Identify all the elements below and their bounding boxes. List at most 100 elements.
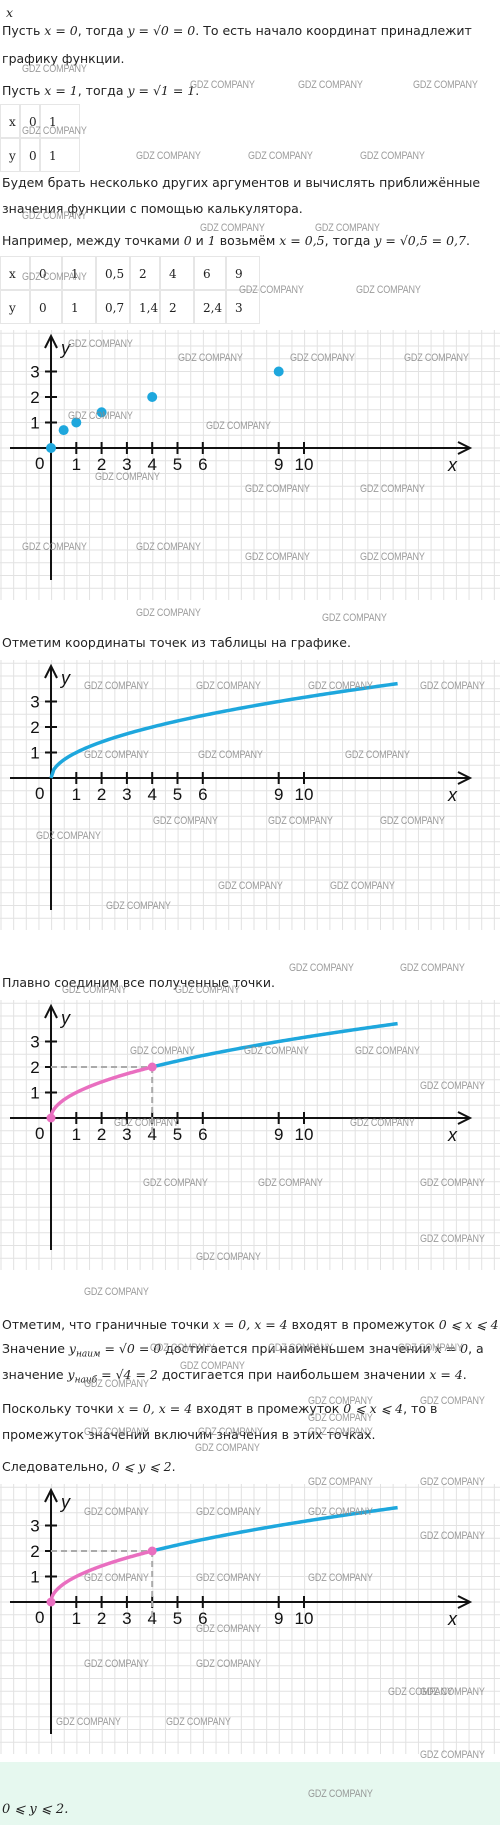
- x-tick-label: 1: [72, 785, 81, 804]
- y-tick-label: 3: [30, 693, 39, 712]
- watermark: GDZ COMPANY: [143, 1177, 208, 1189]
- highlighted-curve-segment: [49, 1065, 153, 1119]
- watermark: GDZ COMPANY: [380, 815, 445, 827]
- origin-label: 0: [35, 1124, 44, 1143]
- graph-3-interval: x y 0 1 2 3 4 5 6 9 10 1 2 3: [0, 1000, 500, 1270]
- table-cell: 0: [20, 138, 40, 172]
- watermark: GDZ COMPANY: [404, 352, 469, 364]
- watermark: GDZ COMPANY: [22, 125, 87, 137]
- watermark: GDZ COMPANY: [150, 1342, 215, 1354]
- x-tick-label: 5: [173, 1609, 182, 1628]
- watermark: GDZ COMPANY: [420, 1395, 485, 1407]
- answer-box: 0 ⩽ y ⩽ 2.: [0, 1762, 500, 1825]
- watermark: GDZ COMPANY: [420, 1080, 485, 1092]
- watermark: GDZ COMPANY: [308, 1426, 373, 1438]
- watermark: GDZ COMPANY: [198, 1426, 263, 1438]
- watermark: GDZ COMPANY: [196, 1658, 261, 1670]
- y-tick-label: 3: [30, 363, 39, 382]
- x-axis-arrow: [457, 1595, 473, 1609]
- watermark: GDZ COMPANY: [345, 749, 410, 761]
- watermark: GDZ COMPANY: [166, 1716, 231, 1728]
- watermark: GDZ COMPANY: [196, 1572, 261, 1584]
- endpoint-start: [46, 1113, 56, 1123]
- watermark: GDZ COMPANY: [308, 1476, 373, 1488]
- data-point: [273, 366, 284, 377]
- x-tick-label: 2: [97, 455, 106, 474]
- paragraph-6: Значение yнаим = √0 = 0 достигается при …: [2, 1341, 484, 1360]
- watermark: GDZ COMPANY: [420, 1749, 485, 1761]
- watermark: GDZ COMPANY: [388, 1686, 453, 1698]
- watermark: GDZ COMPANY: [178, 352, 243, 364]
- x-tick-label: 9: [274, 785, 283, 804]
- graph-2-curve: x y 0 1 2 3 4 5 6 9 10 1 2 3: [0, 660, 500, 930]
- sqrt-curve: [151, 1505, 398, 1553]
- data-point: [46, 443, 56, 453]
- sqrt-curve: [151, 1021, 398, 1069]
- table-cell: 1: [40, 138, 80, 172]
- watermark: GDZ COMPANY: [196, 1506, 261, 1518]
- data-point: [147, 392, 158, 402]
- sqrt-curve: [49, 681, 398, 779]
- answer-text: 0 ⩽ y ⩽ 2.: [2, 1802, 69, 1817]
- watermark: GDZ COMPANY: [196, 680, 261, 692]
- paragraph-1b: графику функции.: [2, 51, 125, 66]
- x-axis-label: x: [447, 1609, 458, 1629]
- watermark: GDZ COMPANY: [420, 1476, 485, 1488]
- watermark: GDZ COMPANY: [62, 984, 127, 996]
- x-axis-label: x: [447, 455, 458, 475]
- x-tick-label: 5: [173, 455, 182, 474]
- y-axis-label: y: [59, 668, 71, 688]
- watermark: GDZ COMPANY: [350, 1117, 415, 1129]
- highlighted-curve-segment: [49, 1549, 153, 1603]
- watermark: GDZ COMPANY: [84, 1572, 149, 1584]
- watermark: GDZ COMPANY: [308, 1412, 373, 1424]
- y-axis-label: y: [59, 338, 71, 358]
- watermark: GDZ COMPANY: [114, 1117, 179, 1129]
- endpoint-end: [147, 1062, 157, 1072]
- x-tick-label: 6: [198, 1125, 207, 1144]
- data-point: [58, 425, 69, 436]
- watermark: GDZ COMPANY: [22, 271, 87, 283]
- watermark: GDZ COMPANY: [136, 541, 201, 553]
- x-tick-label: 2: [97, 785, 106, 804]
- watermark: GDZ COMPANY: [36, 830, 101, 842]
- x-axis-arrow: [457, 1111, 473, 1125]
- watermark: GDZ COMPANY: [22, 210, 87, 222]
- data-point: [71, 417, 82, 428]
- x-tick-label: 5: [173, 1125, 182, 1144]
- watermark: GDZ COMPANY: [136, 607, 201, 619]
- x-tick-label: 3: [122, 1125, 131, 1144]
- paragraph-8: Следовательно, 0 ⩽ y ⩽ 2.: [2, 1459, 176, 1474]
- paragraph-6b: значение yнаиб = √4 = 2 достигается при …: [2, 1367, 467, 1386]
- watermark: GDZ COMPANY: [420, 1233, 485, 1245]
- x-tick-label: 3: [122, 785, 131, 804]
- y-axis-label: y: [59, 1008, 71, 1028]
- watermark: GDZ COMPANY: [298, 79, 363, 91]
- watermark: GDZ COMPANY: [196, 1623, 261, 1635]
- watermark: GDZ COMPANY: [106, 900, 171, 912]
- watermark: GDZ COMPANY: [258, 1177, 323, 1189]
- y-tick-label: 1: [30, 1084, 39, 1103]
- watermark: GDZ COMPANY: [180, 1360, 245, 1372]
- x-tick-label: 9: [274, 1609, 283, 1628]
- x-tick-label: 9: [274, 455, 283, 474]
- paragraph-1: Пусть x = 0, тогда y = √0 = 0. То есть н…: [2, 23, 472, 38]
- watermark: GDZ COMPANY: [330, 880, 395, 892]
- table-cell: y: [0, 138, 20, 172]
- origin-label: 0: [35, 784, 44, 803]
- x-tick-label: 1: [72, 455, 81, 474]
- x-tick-label: 2: [97, 1609, 106, 1628]
- y-axis-arrow: [44, 1487, 58, 1503]
- y-tick-label: 2: [30, 1542, 39, 1561]
- watermark: GDZ COMPANY: [218, 880, 283, 892]
- paragraph-7b: промежуток значений включим значения в э…: [2, 1427, 376, 1442]
- y-tick-label: 2: [30, 1058, 39, 1077]
- watermark: GDZ COMPANY: [206, 420, 271, 432]
- table-cell: 1: [40, 104, 80, 138]
- x-axis-label: x: [447, 785, 458, 805]
- watermark: GDZ COMPANY: [420, 1686, 485, 1698]
- x-tick-label: 6: [198, 455, 207, 474]
- watermark: GDZ COMPANY: [196, 1251, 261, 1263]
- watermark: GDZ COMPANY: [68, 338, 133, 350]
- watermark: GDZ COMPANY: [420, 1530, 485, 1542]
